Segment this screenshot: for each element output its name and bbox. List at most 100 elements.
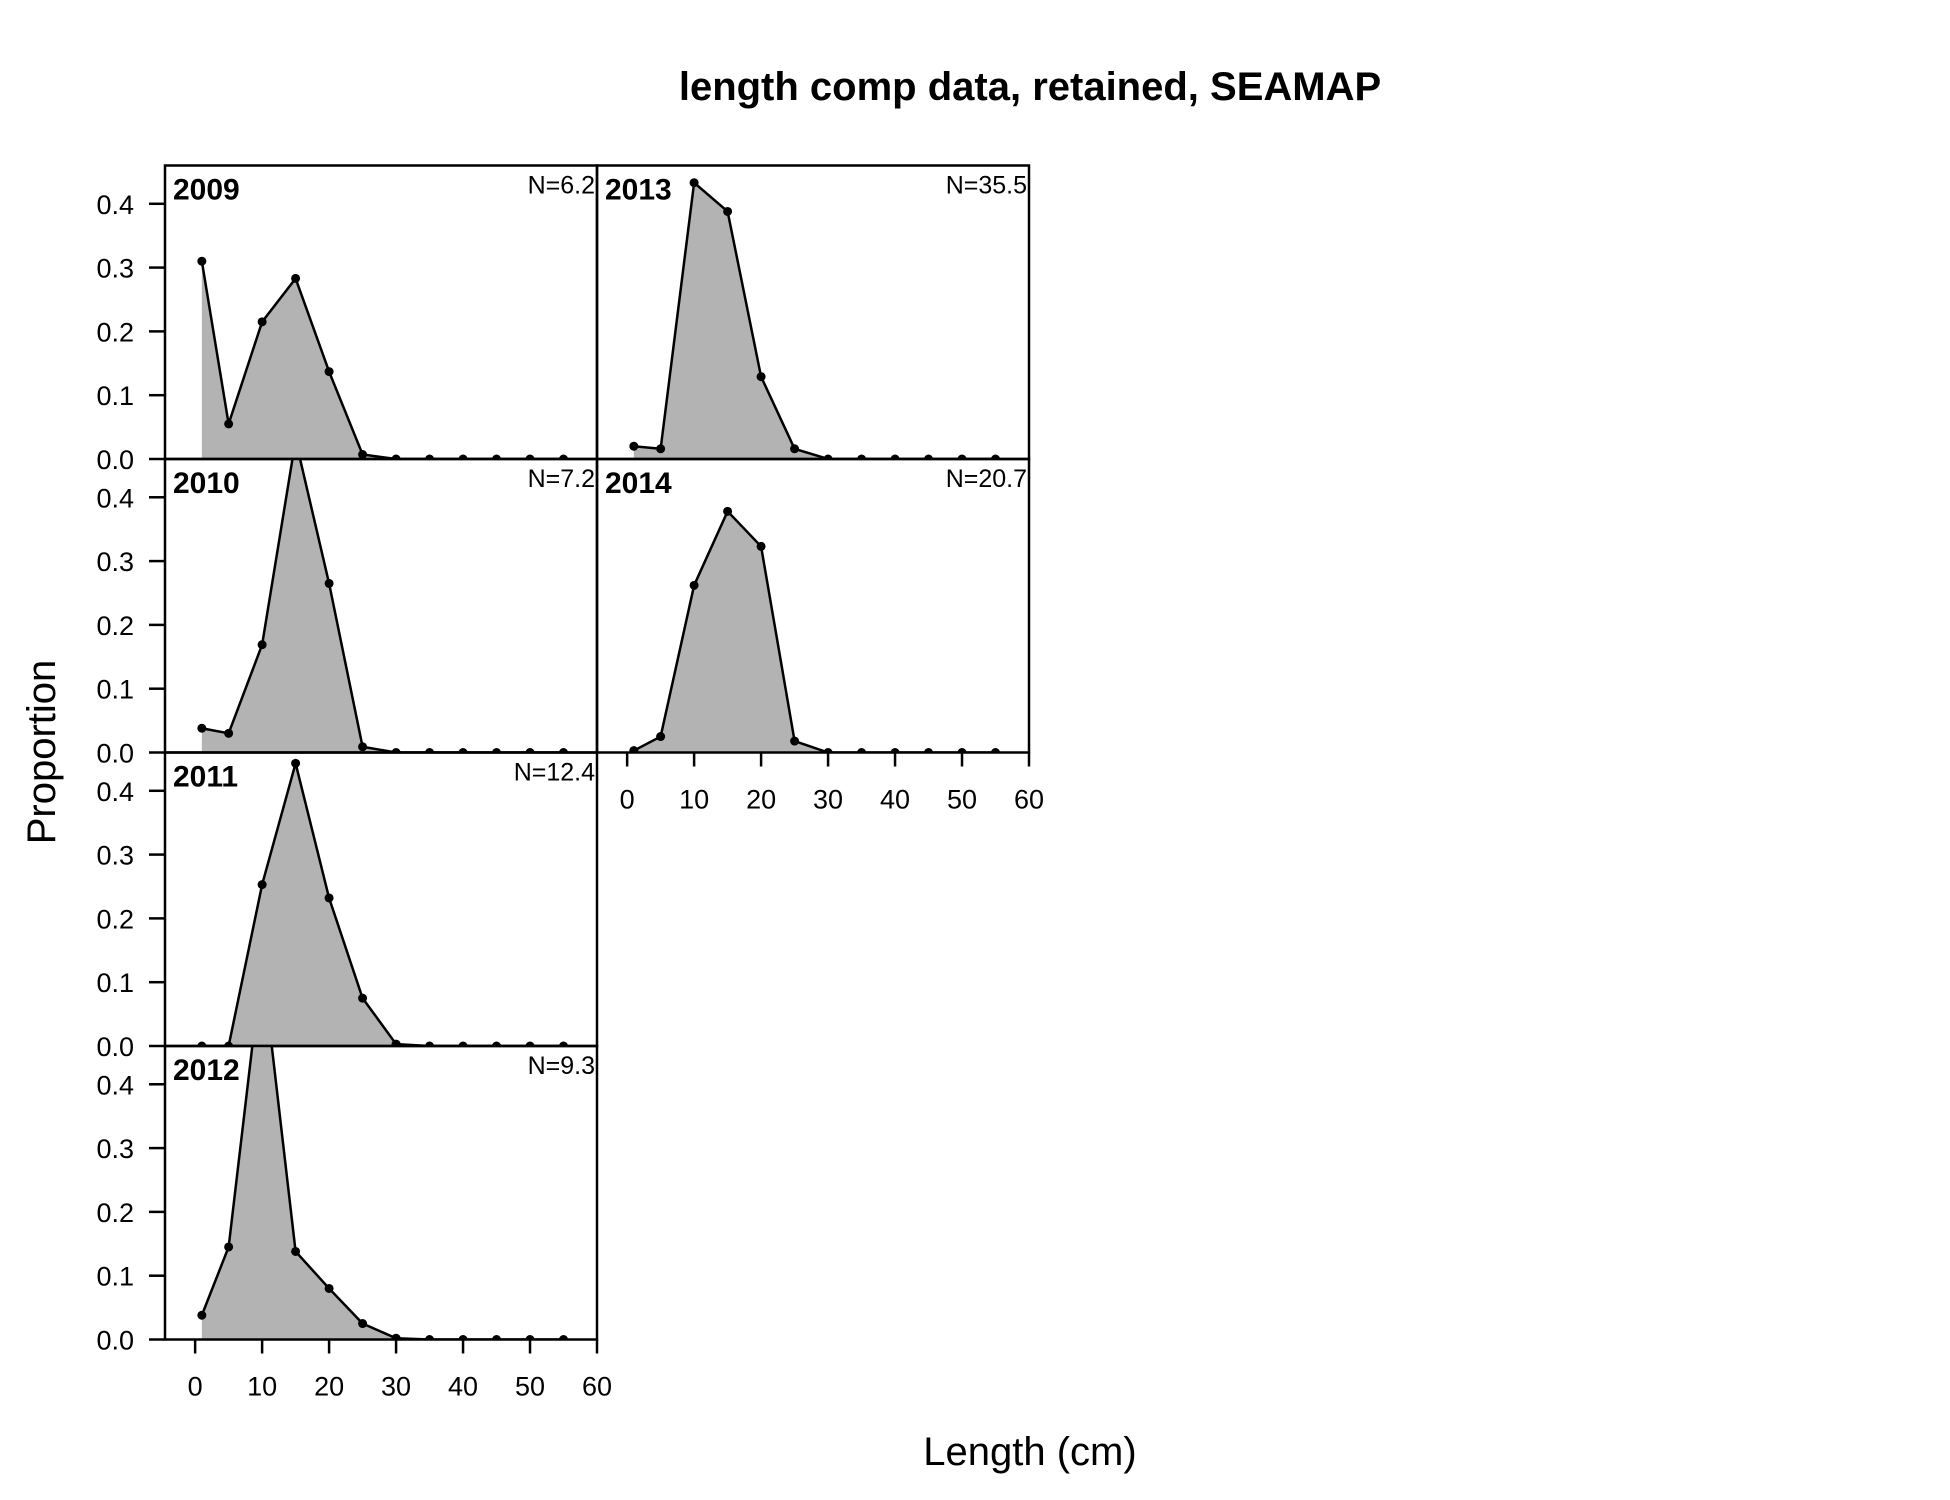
data-point: [224, 419, 234, 429]
y-tick-label: 0.2: [96, 317, 134, 347]
y-tick-label: 0.4: [96, 190, 134, 220]
x-tick-label: 0: [188, 1372, 203, 1402]
panel-frame: [595, 457, 1031, 754]
area-fill: [633, 511, 996, 753]
area-fill: [633, 182, 996, 459]
y-tick-label: 0.1: [96, 381, 134, 411]
y-tick-label: 0.1: [96, 1262, 134, 1292]
panel-frame: [595, 164, 1031, 461]
data-point: [324, 1283, 334, 1293]
y-tick-label: 0.0: [96, 1326, 134, 1356]
data-point: [224, 728, 234, 738]
panel-n-label: N=20.7: [946, 465, 1027, 493]
x-tick-label: 10: [679, 785, 709, 815]
data-point: [197, 1310, 207, 1320]
data-line: [200, 261, 564, 459]
data-point: [756, 541, 766, 551]
data-point: [723, 206, 733, 216]
data-line: [201, 459, 564, 753]
panel-n-label: N=35.5: [946, 172, 1027, 200]
panel-n-label: N=9.3: [528, 1052, 595, 1080]
data-point: [257, 640, 267, 650]
data-point: [629, 746, 639, 753]
data-point: [391, 1333, 401, 1340]
y-tick-label: 0.4: [96, 483, 134, 513]
x-tick-label: 60: [582, 1372, 612, 1402]
panel-frame: [163, 457, 599, 754]
x-tick-label: 40: [880, 785, 910, 815]
data-point: [656, 444, 666, 454]
x-tick-label: 20: [746, 785, 776, 815]
data-point: [358, 742, 368, 752]
data-point: [723, 506, 733, 516]
panel-frame: [163, 1044, 599, 1341]
y-tick-label: 0.4: [96, 1070, 134, 1100]
x-axis-title: Length (cm): [923, 1430, 1136, 1474]
y-tick-label: 0.3: [96, 254, 134, 284]
data-point: [224, 1242, 234, 1252]
x-tick-label: 60: [1014, 785, 1044, 815]
y-tick-label: 0.2: [96, 1198, 134, 1228]
panel-year-label: 2011: [173, 761, 238, 794]
panel-n-label: N=12.4: [514, 759, 595, 787]
area-fill: [201, 261, 564, 459]
data-point: [324, 367, 334, 377]
area-fill: [201, 459, 564, 753]
data-line: [633, 509, 996, 753]
panel-frame: [163, 164, 599, 461]
y-tick-label: 0.0: [96, 739, 134, 769]
data-point: [689, 178, 699, 188]
y-axis-title: Proportion: [20, 660, 64, 845]
data-line: [633, 180, 996, 459]
chart-title: length comp data, retained, SEAMAP: [679, 65, 1381, 109]
y-tick-label: 0.0: [96, 1032, 134, 1062]
panel-year-label: 2010: [173, 467, 240, 500]
data-point: [324, 578, 334, 588]
panel-year-label: 2009: [173, 174, 240, 207]
panel-n-label: N=6.2: [528, 172, 595, 200]
x-tick-label: 0: [620, 785, 635, 815]
y-tick-label: 0.2: [96, 904, 134, 934]
x-tick-label: 30: [381, 1372, 411, 1402]
panel-year-label: 2014: [605, 467, 672, 500]
panel-year-label: 2012: [173, 1054, 240, 1087]
panel-2011: 2011 N=12.4 0.0 0.1 0.2 0.3 0.4: [96, 751, 599, 1062]
x-tick-label: 40: [448, 1372, 478, 1402]
area-fill: [201, 1046, 564, 1340]
x-tick-label: 30: [813, 785, 843, 815]
panel-2010: 2010 N=7.2 0.0 0.1 0.2 0.3 0.4: [96, 457, 599, 769]
panel-2009: 2009 N=6.2 0.0 0.1 0.2 0.3 0.4: [96, 164, 599, 475]
data-point: [391, 1039, 401, 1046]
data-point: [629, 441, 639, 451]
data-point: [790, 444, 800, 454]
y-tick-label: 0.3: [96, 841, 134, 871]
y-tick-label: 0.3: [96, 1134, 134, 1164]
area-fill: [201, 763, 564, 1046]
y-tick-label: 0.3: [96, 547, 134, 577]
data-point: [291, 273, 301, 283]
y-tick-label: 0.1: [96, 675, 134, 705]
data-point: [291, 758, 301, 768]
y-tick-label: 0.0: [96, 445, 134, 475]
data-line: [200, 1046, 564, 1340]
panel-2013: 2013 N=35.5: [595, 164, 1031, 461]
x-tick-label: 50: [515, 1372, 545, 1402]
data-point: [358, 993, 368, 1003]
y-tick-label: 0.4: [96, 777, 134, 807]
y-tick-label: 0.2: [96, 611, 134, 641]
panel-2012: 2012 N=9.3 0.0 0.1 0.2 0.3 0.4 0 10 20 30 40 50 60: [96, 1044, 612, 1402]
panel-n-label: N=7.2: [528, 465, 595, 493]
data-point: [257, 880, 267, 890]
data-point: [358, 1319, 368, 1329]
x-tick-label: 10: [247, 1372, 277, 1402]
data-point: [324, 893, 334, 903]
x-tick-label: 20: [314, 1372, 344, 1402]
panel-year-label: 2013: [605, 174, 672, 207]
y-tick-label: 0.1: [96, 968, 134, 998]
data-point: [756, 372, 766, 382]
data-point: [197, 256, 207, 266]
data-point: [358, 450, 368, 459]
panel-2014: 2014 N=20.7 0 10 20 30 40 50 60: [595, 457, 1044, 815]
